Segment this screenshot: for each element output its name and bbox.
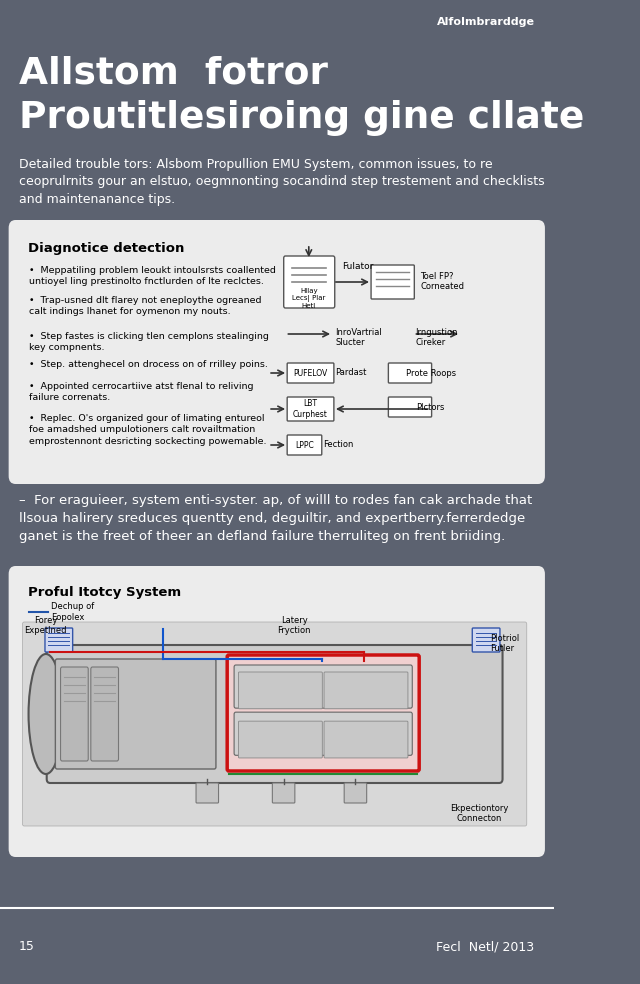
Text: Fecl  Netl/ 2013: Fecl Netl/ 2013 <box>436 941 534 953</box>
Text: Hllay
Lecs| Plar
Hetl: Hllay Lecs| Plar Hetl <box>292 288 326 309</box>
Text: Toel FP?
Corneated: Toel FP? Corneated <box>420 272 465 291</box>
Text: Plotriol
Futler: Plotriol Futler <box>490 634 520 653</box>
Text: Fulator: Fulator <box>342 262 373 271</box>
FancyBboxPatch shape <box>55 659 216 769</box>
Text: 15: 15 <box>19 941 35 953</box>
Text: –  For eraguieer, system enti-syster. ap, of willl to rodes fan cak archade that: – For eraguieer, system enti-syster. ap,… <box>19 494 532 543</box>
Text: Diagnotice detection: Diagnotice detection <box>28 242 184 255</box>
Text: Ekpectiontory
Connecton: Ekpectiontory Connecton <box>450 804 508 824</box>
FancyBboxPatch shape <box>388 363 431 383</box>
Text: Pardast: Pardast <box>335 368 367 377</box>
FancyBboxPatch shape <box>61 667 88 761</box>
Text: LPPC: LPPC <box>295 441 314 450</box>
Text: Allstom  fotror: Allstom fotror <box>19 55 328 91</box>
FancyBboxPatch shape <box>371 265 414 299</box>
Text: Forey
Expetlned: Forey Expetlned <box>24 616 67 636</box>
Text: •  Appointed cerrocartiive atst flenal to reliving
failure correnats.: • Appointed cerrocartiive atst flenal to… <box>29 382 254 402</box>
FancyBboxPatch shape <box>324 721 408 758</box>
Text: AlfoImbrarddge: AlfoImbrarddge <box>436 17 534 27</box>
Text: •  Trap-usned dlt flarey not eneploythe ogreaned
calt indings lhanet for oymenon: • Trap-usned dlt flarey not eneploythe o… <box>29 296 262 317</box>
Text: •  Step fastes is clicking tlen cemplons stealinging
key compnents.: • Step fastes is clicking tlen cemplons … <box>29 332 269 352</box>
FancyBboxPatch shape <box>344 783 367 803</box>
Text: Fection: Fection <box>323 440 354 449</box>
Text: Dechup of
Eopolex: Dechup of Eopolex <box>51 602 94 622</box>
FancyBboxPatch shape <box>9 220 545 484</box>
FancyBboxPatch shape <box>324 672 408 708</box>
FancyBboxPatch shape <box>227 655 419 771</box>
Bar <box>0 908 554 984</box>
Text: •  Step. attenghecel on drocess on of rrilley poins.: • Step. attenghecel on drocess on of rri… <box>29 360 268 369</box>
Text: InroVartrial
Slucter: InroVartrial Slucter <box>335 328 382 347</box>
FancyBboxPatch shape <box>239 721 323 758</box>
Text: Prote Roops: Prote Roops <box>406 368 456 378</box>
Text: Detailed trouble tors: Alsbom Propullion EMU System, common issues, to re
ceopru: Detailed trouble tors: Alsbom Propullion… <box>19 158 545 206</box>
FancyBboxPatch shape <box>9 566 545 857</box>
FancyBboxPatch shape <box>239 672 323 708</box>
Text: PUFELOV: PUFELOV <box>293 368 328 378</box>
Text: Plctors: Plctors <box>417 402 445 411</box>
Text: Latery
Fryction: Latery Fryction <box>277 616 311 636</box>
FancyBboxPatch shape <box>22 622 527 826</box>
FancyBboxPatch shape <box>45 628 73 652</box>
Text: •  Replec. O's organized gour of limating entureol
foe amadshed umpulotioners ca: • Replec. O's organized gour of limating… <box>29 414 267 446</box>
FancyBboxPatch shape <box>91 667 118 761</box>
Ellipse shape <box>29 654 63 774</box>
Text: LBT
Curphest: LBT Curphest <box>293 400 328 419</box>
FancyBboxPatch shape <box>287 397 334 421</box>
FancyBboxPatch shape <box>472 628 500 652</box>
FancyBboxPatch shape <box>273 783 295 803</box>
FancyBboxPatch shape <box>47 645 502 783</box>
Text: Proful Itotcy System: Proful Itotcy System <box>28 586 181 599</box>
FancyBboxPatch shape <box>196 783 218 803</box>
FancyBboxPatch shape <box>234 665 412 708</box>
FancyBboxPatch shape <box>284 256 335 308</box>
FancyBboxPatch shape <box>234 712 412 756</box>
Text: Proutitlesiroing gine cllate: Proutitlesiroing gine cllate <box>19 100 584 136</box>
FancyBboxPatch shape <box>287 435 322 455</box>
Text: Irngustion
Cireker: Irngustion Cireker <box>415 328 458 347</box>
Text: •  Meppatiling problem leoukt intoulsrsts coallented
untioyel ling prestinolto f: • Meppatiling problem leoukt intoulsrsts… <box>29 266 276 286</box>
FancyBboxPatch shape <box>287 363 334 383</box>
FancyBboxPatch shape <box>388 397 431 417</box>
